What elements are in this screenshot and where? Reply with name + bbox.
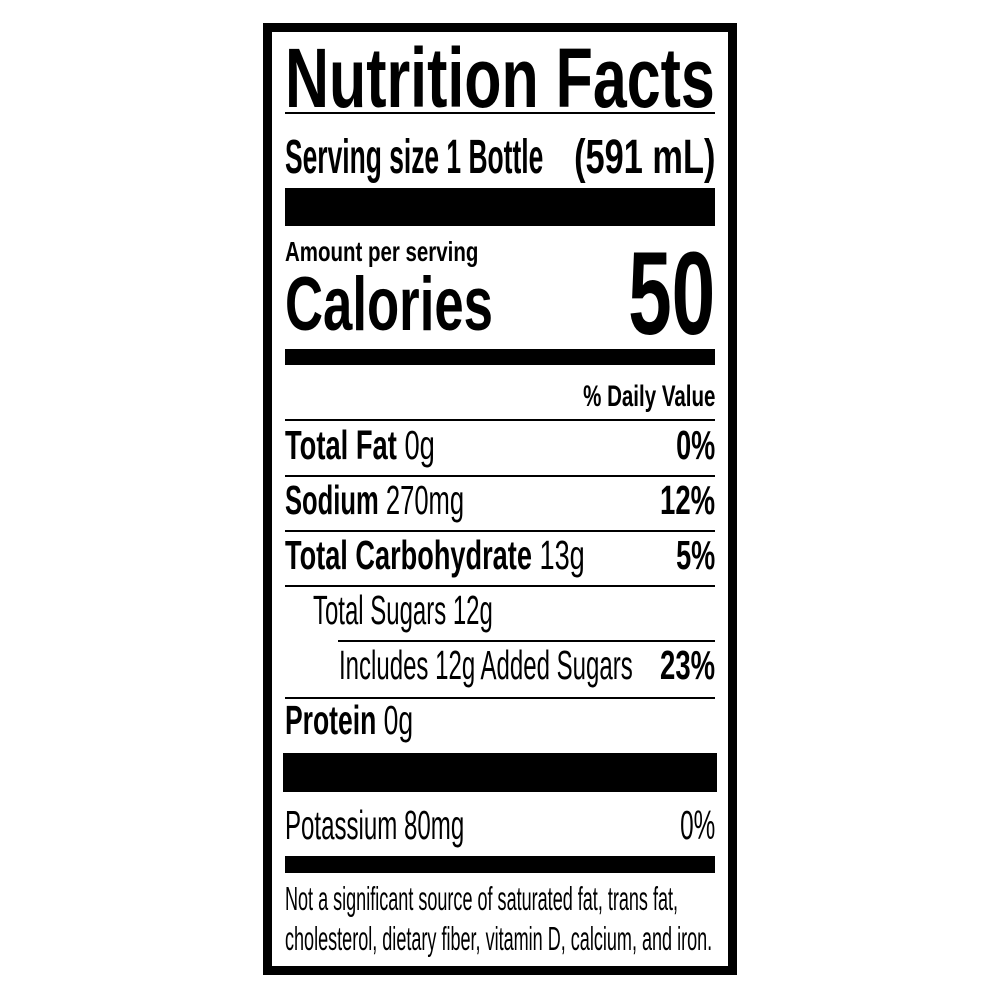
dv-sodium: 12% — [659, 477, 715, 523]
medium-divider — [285, 349, 715, 365]
footnote-line-1: Not a significant source of saturated fa… — [285, 880, 679, 917]
serving-size-label: Serving size 1 Bottle — [285, 131, 544, 184]
thick-divider — [285, 188, 715, 226]
divider — [285, 475, 715, 477]
nutrient-row-protein: Protein 0g — [285, 697, 414, 743]
serving-size-amount: (591 mL) — [573, 131, 715, 184]
divider — [285, 419, 715, 421]
divider — [285, 112, 715, 114]
divider — [285, 585, 715, 587]
divider — [285, 697, 715, 699]
calories-value: 50 — [627, 228, 715, 360]
thick-divider — [283, 753, 717, 792]
dv-total-carbohydrate: 5% — [675, 532, 715, 578]
calories-label: Calories — [285, 262, 493, 347]
nutrient-row-potassium: Potassium 80mg — [285, 802, 465, 848]
nutrient-row-total-carbohydrate: Total Carbohydrate 13g — [285, 532, 585, 578]
dv-potassium: 0% — [679, 802, 715, 848]
footnote-line-2: cholesterol, dietary fiber, vitamin D, c… — [285, 920, 713, 957]
label-title: Nutrition Facts — [285, 31, 715, 125]
dv-added-sugars: 23% — [659, 642, 715, 688]
nutrient-row-added-sugars: Includes 12g Added Sugars — [339, 642, 633, 688]
divider — [285, 530, 715, 532]
nutrient-row-total-sugars: Total Sugars 12g — [313, 587, 493, 633]
nutrient-row-total-fat: Total Fat 0g — [285, 422, 435, 468]
nutrition-label-border — [263, 23, 737, 975]
divider — [338, 640, 715, 642]
dv-total-fat: 0% — [675, 422, 715, 468]
daily-value-header: % Daily Value — [582, 380, 715, 413]
amount-per-serving: Amount per serving — [285, 236, 479, 267]
medium-divider — [285, 856, 715, 873]
nutrient-row-sodium: Sodium 270mg — [285, 477, 465, 523]
